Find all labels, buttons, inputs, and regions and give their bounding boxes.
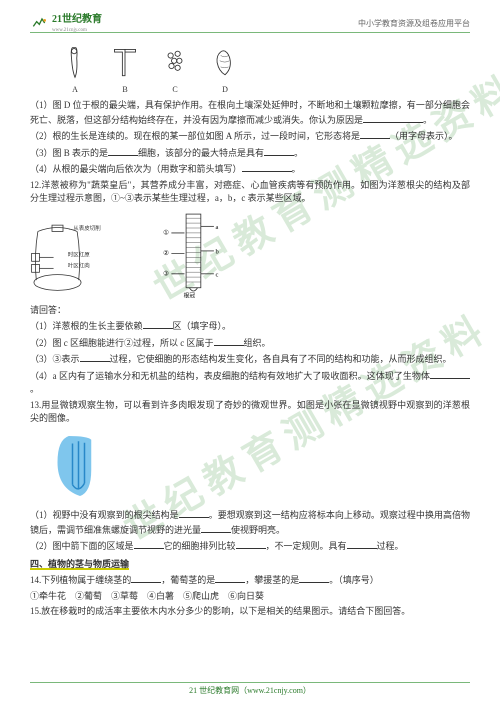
question-13-1: （1）视野中没有观察到的根尖结构是。要想观察到这一结构应将标本向上移动。观察过程… — [30, 508, 470, 537]
svg-text:③: ③ — [163, 269, 169, 277]
header-divider — [30, 32, 470, 33]
footer-text: 21 世纪教育网（www.21cnjy.com） — [0, 685, 500, 697]
diagram-label-a: A — [60, 84, 90, 96]
question-2: （2）根的生长是连续的。现在根的某一部位如图 A 所示，过一段时间，它形态将是（… — [30, 129, 470, 144]
question-13-intro: 13.用显微镜观察生物，可以看到许多肉眼发现了奇妙的微观世界。如图是小张在显微镜… — [30, 399, 470, 426]
answer-3: （3）③表示过程，它使细胞的形态结构发生变化，各自具有了不同的结构和功能，从而形… — [30, 352, 470, 367]
diagram-label-b: B — [110, 84, 140, 96]
question-4: （4）从根的最尖端向后依次为（用数字和箭头填写）。 — [30, 162, 470, 177]
section-4-title: 四、植物的茎与物质运输 — [30, 558, 470, 572]
footer-divider — [30, 682, 470, 683]
onion-bed-diagram-icon: ←从表皮切削 时区红原 叶区红肉 — [30, 215, 140, 295]
question-14: 14.下列植物属于缠绕茎的，葡萄茎的是，攀援茎的是。（填序号） — [30, 573, 470, 588]
header-right: 中小学教育资源及组卷应用平台 — [358, 18, 470, 30]
logo-text: 21世纪教育 — [52, 12, 102, 27]
answer-4: （4）a 区内有了运输水分和无机盐的结构，表皮细胞的结构有效地扩大了吸收面积。这… — [30, 369, 470, 397]
answer-2: （2）图 c 区细胞能进行②过程，所以 c 区属于组织。 — [30, 336, 470, 351]
svg-text:根冠: 根冠 — [184, 291, 196, 299]
diagram-label-d: D — [210, 84, 240, 96]
logo-subtitle: www.21cnjy.com — [52, 27, 102, 35]
root-diagram-row: A B C D — [60, 45, 470, 96]
diagram-c-icon — [160, 45, 190, 80]
answer-1: （1）洋葱根的生长主要依赖区（填字母）。 — [30, 319, 470, 334]
answer-header: 请回答： — [30, 304, 470, 318]
root-ruler-diagram-icon: a b c 根冠 ① ② ③ — [155, 210, 245, 300]
diagram-b-icon — [110, 45, 140, 80]
diagram-label-c: C — [160, 84, 190, 96]
diagram-a-icon — [60, 45, 90, 80]
runner-icon — [30, 16, 50, 30]
question-14-options: ①牵牛花 ②葡萄 ③草莓 ④白薯 ⑤爬山虎 ⑥向日葵 — [30, 590, 470, 604]
question-15: 15.放在移栽时的成活率主要依木内水分多少的影响，以下是相关的结果图示。请结合下… — [30, 605, 470, 619]
svg-text:c: c — [216, 271, 219, 278]
question-13-2: （2）图中箭下面的区域是它的细胞排列比较，不一定规则。具有过程。 — [30, 539, 470, 554]
question-1: （1）图 D 位于根的最尖端，具有保护作用。在根向土壤深处延伸时，不断地和土壤颗… — [30, 99, 470, 127]
svg-text:←从表皮切削: ←从表皮切削 — [68, 223, 102, 231]
svg-text:b: b — [216, 248, 220, 255]
svg-text:②: ② — [163, 249, 169, 257]
svg-text:叶区红肉: 叶区红肉 — [68, 261, 90, 269]
diagram-d-icon — [210, 45, 240, 80]
question-3: （3）图 B 表示的是细胞，该部分的最大特点是具有。 — [30, 146, 470, 161]
figure-area-1: ←从表皮切削 时区红原 叶区红肉 a b c 根冠 ① ② ③ — [30, 210, 470, 300]
svg-text:a: a — [216, 223, 219, 230]
question-12-intro: 12.洋葱被称为"蔬菜皇后"，其营养成分丰富，对癌症、心血管疾病等有预防作用。如… — [30, 179, 470, 206]
svg-text:①: ① — [163, 228, 169, 236]
microscope-view-icon — [50, 431, 110, 501]
